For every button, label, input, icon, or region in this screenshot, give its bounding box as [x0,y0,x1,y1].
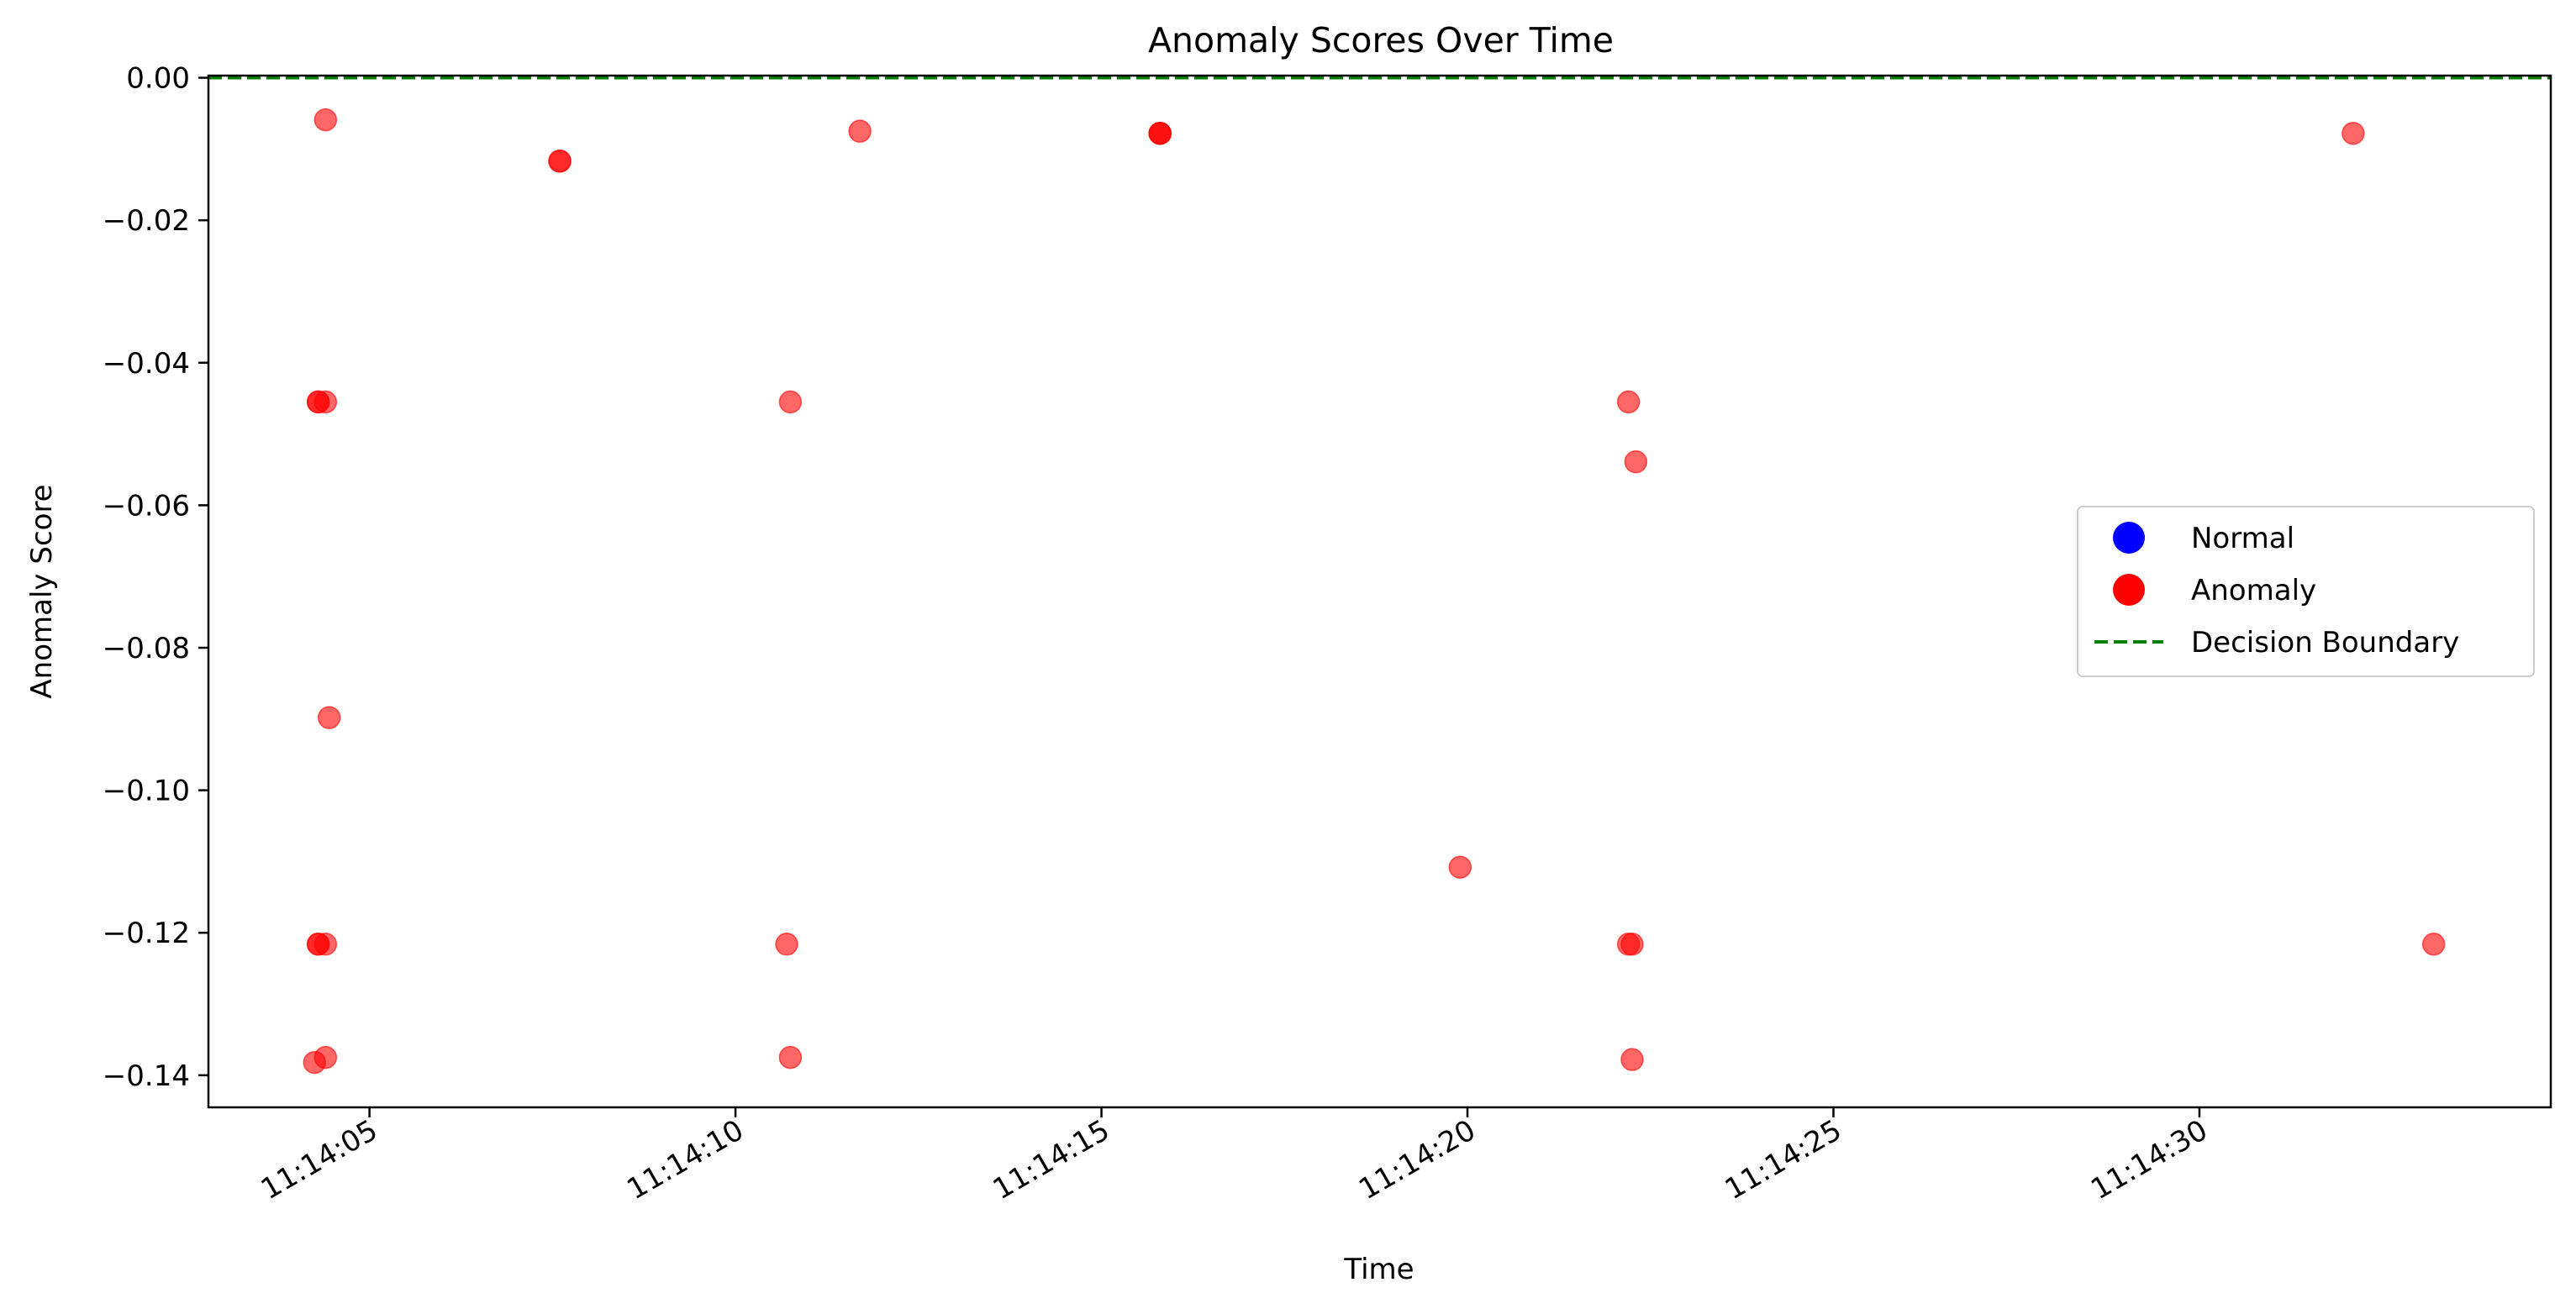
legend-label-decision-boundary: Decision Boundary [2191,626,2459,660]
y-tick-label: −0.08 [103,632,190,665]
data-point-anomaly [1616,390,1641,414]
data-point-anomaly [317,706,341,729]
legend-label-normal: Normal [2191,522,2294,555]
points-layer [303,108,2446,1075]
data-point-anomaly [1620,1048,1644,1071]
y-tick-label: −0.02 [103,204,190,238]
y-tick-label: −0.14 [103,1059,190,1093]
data-point-anomaly [1448,855,1472,879]
legend-label-anomaly: Anomaly [2191,574,2316,607]
y-tick-label: −0.12 [103,917,190,950]
y-tick-label: −0.04 [103,347,190,381]
data-point-anomaly [313,1045,338,1070]
data-point-anomaly [778,1045,803,1070]
data-point-anomaly [848,119,872,143]
data-point-anomaly [1148,121,1172,145]
data-point-anomaly [313,933,338,956]
plot-area-frame [207,74,2552,1109]
y-tick-label: −0.06 [103,489,190,523]
data-point-anomaly [778,390,803,414]
legend: Normal Anomaly Decision Boundary [2077,506,2535,677]
data-point-anomaly [313,390,338,414]
y-axis: 0.00 −0.02 −0.04 −0.06 −0.08 −0.10 −0.12 −0.14 [103,62,208,1093]
x-axis-title: Time [1343,1253,1414,1286]
chart-title: Anomaly Scores Over Time [1148,20,1614,60]
y-tick-label: 0.00 [126,62,190,96]
legend-marker-anomaly [2113,574,2145,606]
y-axis-title: Anomaly Score [25,484,59,698]
legend-box [2077,506,2535,677]
legend-marker-normal [2113,522,2145,554]
data-point-anomaly [2342,121,2365,145]
data-point-anomaly [1624,449,1648,474]
data-point-anomaly [548,150,572,173]
data-point-anomaly [2421,933,2446,956]
data-point-anomaly [775,933,798,956]
data-point-anomaly [313,108,338,132]
data-point-anomaly [1620,933,1644,956]
y-tick-label: −0.10 [103,775,190,808]
